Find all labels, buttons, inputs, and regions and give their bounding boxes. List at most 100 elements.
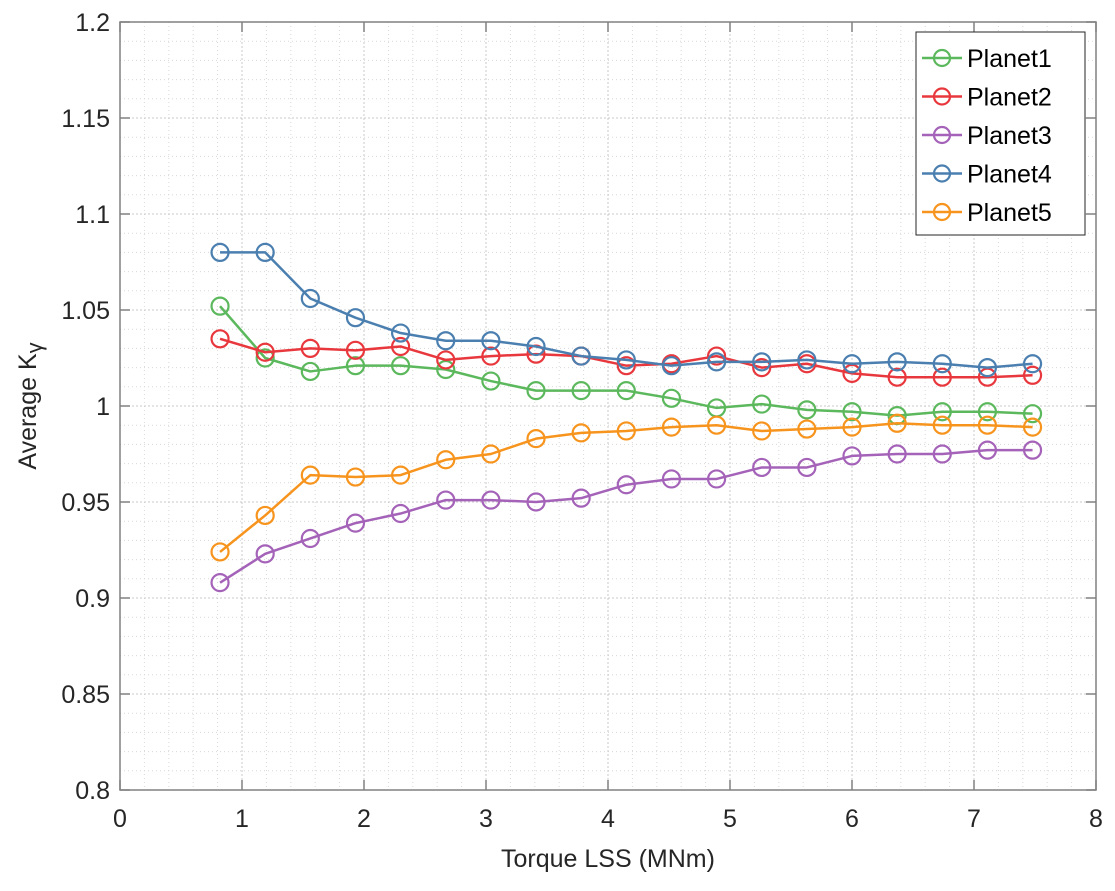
legend-marker [932,48,952,68]
data-point [526,429,546,449]
legend-item: Planet4 [922,161,1052,189]
data-point [616,356,636,376]
data-point [300,465,320,485]
series-planet4 [210,242,1043,378]
data-point [977,402,998,422]
data-point [571,381,591,401]
data-point [436,490,456,510]
legend-marker [932,202,952,222]
y-tick-label: 0.8 [75,777,110,805]
legend-label: Planet1 [967,45,1052,73]
series-line [219,422,1033,553]
data-point [481,444,501,464]
x-tick-label: 6 [845,805,859,833]
data-point [1022,365,1043,385]
data-point [706,469,727,489]
legend-item: Planet2 [922,84,1052,112]
data-point [210,242,230,262]
data-point [932,367,952,387]
legend-label: Planet4 [967,161,1052,189]
data-point [210,542,230,562]
data-point [752,358,772,378]
data-point [300,288,320,309]
legend-label: Planet2 [967,84,1052,112]
data-point [797,350,817,370]
data-point [345,356,366,376]
legend-item: Planet3 [922,122,1052,150]
data-point [797,457,817,478]
data-point [661,469,682,489]
data-point [436,450,456,470]
data-point [391,503,411,524]
data-point [616,475,636,495]
data-point [752,352,772,372]
data-point [345,513,366,533]
y-tick-label: 0.85 [61,681,110,709]
y-tick-label: 1 [96,393,110,421]
series-line [219,448,1033,584]
data-point [391,465,411,485]
x-tick-label: 8 [1089,805,1103,833]
series-group [210,242,1043,593]
y-tick-label: 1.1 [75,201,110,229]
legend-item: Planet5 [922,199,1052,227]
plot-frame [119,21,1097,791]
grid [119,21,1097,791]
legend-marker [932,164,952,183]
data-point [1022,404,1043,424]
data-point [571,423,591,443]
data-point [255,544,275,564]
data-point [797,400,817,420]
data-point [391,356,411,376]
series-planet3 [210,440,1043,593]
data-point [210,573,230,593]
data-point [345,340,366,360]
data-point [300,528,320,549]
data-point [887,413,907,433]
x-axis-label: Torque LSS (MNm) [501,845,715,873]
x-tick-label: 3 [479,805,493,833]
data-point [932,402,952,422]
series-planet5 [210,413,1043,562]
data-point [752,394,772,414]
data-point [706,352,727,372]
data-point [345,467,366,487]
data-point [661,417,682,437]
data-point [887,352,907,372]
data-point [481,371,501,391]
y-tick-label: 1.15 [61,105,110,133]
data-point [932,444,952,464]
data-point [932,415,952,435]
data-point [932,354,952,374]
legend-marker [932,125,952,145]
axis-ticks: 0 1 2 3 4 5 6 7 8 0.8 0.85 0.9 0.95 1 1.05 1.1 1.15 1.2 [61,9,1103,833]
x-tick-label: 7 [967,805,981,833]
y-axis-label-main: Average K [14,353,42,470]
legend-marker [932,87,952,106]
legend-item: Planet1 [922,45,1052,73]
data-point [526,492,546,512]
series-line [220,251,1033,369]
y-tick-label: 0.95 [61,489,110,517]
data-point [571,346,591,366]
data-point [391,336,411,357]
y-tick-label: 0.9 [75,585,110,613]
legend-label: Planet5 [967,199,1052,227]
x-tick-label: 1 [235,805,249,833]
data-point [300,338,320,358]
data-point [887,444,907,464]
data-point [616,381,636,401]
data-point [977,415,998,435]
data-point [842,354,862,374]
data-point [977,358,998,378]
y-axis-label: Average Kγ [14,342,47,469]
series-line [219,337,1033,379]
y-tick-label: 1.2 [75,9,110,37]
data-point [842,446,862,466]
data-point [616,421,636,441]
data-point [616,350,636,370]
y-axis-label-subscript: γ [22,342,47,353]
data-point [481,346,501,366]
data-point [661,356,682,376]
